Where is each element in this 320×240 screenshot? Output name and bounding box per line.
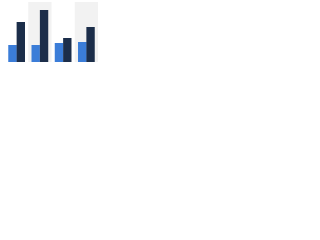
bar [54,43,64,62]
bar [86,27,95,62]
bar [78,42,87,62]
bar [31,45,40,62]
bar [16,22,25,62]
bar [8,45,17,62]
bar [63,38,72,62]
bar [39,10,49,62]
chart [8,2,98,62]
